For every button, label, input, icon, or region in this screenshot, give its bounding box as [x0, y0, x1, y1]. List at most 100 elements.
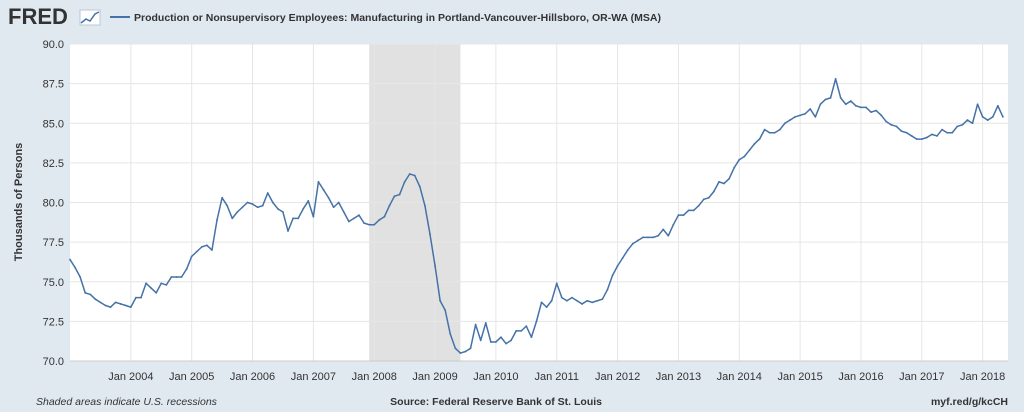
data-point-128	[718, 180, 720, 183]
data-point-89	[520, 329, 523, 332]
data-point-20	[170, 276, 173, 278]
data-point-19	[165, 284, 168, 286]
x-tick-label: Jan 2005	[169, 371, 214, 383]
x-tick-label: Jan 2007	[291, 371, 336, 383]
data-point-66	[403, 180, 406, 183]
y-tick-label: 87.5	[43, 79, 64, 91]
data-point-108	[616, 265, 619, 267]
data-point-111	[631, 242, 634, 245]
data-point-116	[657, 234, 660, 237]
data-point-126	[707, 196, 710, 199]
data-point-181	[986, 119, 989, 121]
data-point-134	[748, 149, 751, 152]
y-tick-label: 82.5	[43, 158, 64, 170]
data-point-59	[368, 223, 371, 226]
data-point-13	[135, 296, 137, 299]
data-point-7	[104, 304, 107, 307]
data-point-173	[946, 131, 949, 134]
data-point-157	[865, 106, 867, 109]
source-credit: Source: Federal Reserve Bank of St. Loui…	[390, 396, 602, 408]
data-point-75	[449, 333, 452, 335]
data-point-113	[642, 236, 644, 239]
data-point-33	[236, 211, 239, 213]
data-point-28	[211, 249, 213, 251]
data-point-78	[464, 350, 467, 353]
data-point-29	[216, 219, 218, 221]
data-point-11	[124, 304, 127, 307]
data-point-137	[763, 128, 766, 131]
data-point-44	[292, 217, 294, 220]
data-point-49	[317, 180, 320, 183]
short-url-link[interactable]: myf.red/g/kcCH	[931, 396, 1008, 408]
data-point-62	[383, 215, 386, 218]
data-point-120	[677, 214, 680, 217]
data-point-8	[109, 306, 112, 309]
data-point-0	[69, 258, 71, 261]
data-point-117	[662, 228, 665, 231]
data-point-156	[860, 106, 862, 109]
data-point-56	[353, 217, 355, 220]
data-point-100	[576, 299, 578, 302]
x-tick-label: Jan 2015	[777, 371, 822, 383]
data-point-170	[931, 133, 933, 136]
data-point-82	[484, 322, 487, 324]
data-point-40	[271, 201, 274, 204]
data-point-46	[302, 207, 305, 210]
x-tick-label: Jan 2009	[412, 371, 457, 383]
data-point-6	[99, 301, 102, 304]
data-point-88	[515, 329, 518, 332]
data-point-159	[875, 109, 878, 112]
data-point-58	[363, 222, 365, 225]
header: FRED Production or Nonsupervisory Employ…	[8, 4, 661, 29]
x-tick-label: Jan 2006	[230, 371, 275, 383]
data-point-10	[119, 303, 122, 305]
data-point-182	[991, 116, 994, 118]
data-point-104	[596, 299, 599, 302]
data-point-160	[880, 114, 883, 117]
data-point-60	[373, 223, 376, 226]
data-point-30	[221, 196, 224, 199]
data-point-57	[358, 214, 360, 217]
data-point-12	[129, 306, 132, 309]
data-point-180	[981, 116, 984, 118]
data-point-119	[672, 223, 675, 226]
footer: Shaded areas indicate U.S. recessions So…	[36, 396, 1008, 408]
data-point-110	[626, 249, 629, 251]
data-point-105	[601, 298, 604, 301]
data-point-86	[505, 342, 507, 345]
data-point-52	[332, 206, 335, 209]
data-point-68	[413, 174, 416, 177]
data-point-123	[692, 209, 695, 212]
data-point-172	[941, 128, 943, 131]
x-tick-label: Jan 2018	[960, 371, 1005, 383]
data-point-107	[611, 274, 614, 277]
series-points	[69, 77, 1004, 354]
data-point-79	[469, 347, 472, 350]
x-tick-label: Jan 2008	[352, 371, 397, 383]
x-tick-label: Jan 2012	[595, 371, 640, 383]
data-point-118	[667, 234, 670, 237]
data-point-67	[408, 173, 411, 175]
data-point-115	[652, 236, 654, 239]
data-point-69	[418, 185, 421, 188]
data-point-35	[246, 201, 249, 204]
data-point-161	[885, 120, 888, 123]
data-point-53	[337, 201, 340, 204]
data-point-106	[606, 288, 609, 291]
y-tick-label: 80.0	[43, 198, 64, 210]
data-point-179	[976, 103, 979, 106]
data-point-168	[920, 138, 923, 141]
data-point-34	[241, 206, 244, 209]
data-point-18	[160, 282, 163, 285]
data-point-93	[540, 301, 543, 304]
data-point-70	[424, 204, 426, 207]
data-point-16	[150, 287, 153, 289]
data-point-26	[200, 245, 203, 248]
data-point-14	[140, 296, 142, 299]
data-point-162	[890, 123, 893, 126]
data-point-96	[555, 282, 558, 285]
data-point-85	[500, 336, 502, 339]
data-point-143	[794, 116, 796, 118]
data-point-87	[510, 339, 513, 342]
